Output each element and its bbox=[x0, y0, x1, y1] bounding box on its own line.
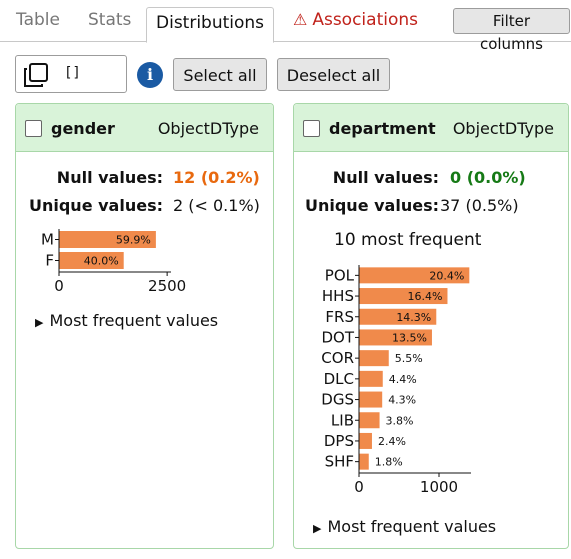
disclosure-triangle-icon: ▶ bbox=[313, 522, 322, 535]
category-label: SHF bbox=[325, 453, 354, 471]
data-label: 4.4% bbox=[389, 373, 417, 386]
gender-bar-chart: M 59.9% F 40.0% 0 2500 bbox=[41, 229, 186, 295]
tab-distributions[interactable]: Distributions bbox=[146, 7, 275, 43]
category-label: POL bbox=[325, 266, 355, 284]
column-card-gender: gender ObjectDType Null values: 12 (0.2%… bbox=[15, 103, 274, 549]
column-card-department: department ObjectDType Null values: 0 (0… bbox=[293, 103, 569, 549]
data-label: 13.5% bbox=[392, 331, 427, 344]
bar bbox=[359, 412, 380, 429]
category-label: DLC bbox=[324, 370, 354, 388]
null-values-label: Null values: bbox=[332, 168, 439, 187]
category-label: FRS bbox=[325, 308, 354, 326]
column-dtype: ObjectDType bbox=[452, 119, 554, 138]
x-tick-label: 0 bbox=[354, 478, 364, 496]
copy-icon[interactable] bbox=[23, 62, 49, 88]
unique-values-value: 2 (< 0.1%) bbox=[173, 196, 260, 215]
unique-values-value: 37 (0.5%) bbox=[440, 196, 519, 215]
select-all-button[interactable]: Select all bbox=[173, 58, 267, 91]
data-label: 20.4% bbox=[429, 269, 464, 282]
data-label: 40.0% bbox=[84, 255, 119, 268]
x-tick-label: 0 bbox=[54, 277, 64, 295]
category-label: LIB bbox=[331, 411, 354, 429]
bar bbox=[359, 370, 383, 387]
most-frequent-label: Most frequent values bbox=[49, 311, 219, 330]
category-label: DGS bbox=[321, 391, 354, 409]
null-values-label: Null values: bbox=[56, 168, 163, 187]
column-name: gender bbox=[51, 119, 115, 138]
bar bbox=[359, 391, 383, 408]
unique-values-label: Unique values: bbox=[304, 196, 439, 215]
data-label: 16.4% bbox=[408, 290, 443, 303]
filter-columns-button[interactable]: Filter columns bbox=[453, 8, 570, 53]
card-header: gender ObjectDType bbox=[16, 104, 273, 152]
disclosure-triangle-icon: ▶ bbox=[35, 316, 44, 329]
column-name: department bbox=[329, 119, 436, 138]
data-label: 59.9% bbox=[116, 234, 151, 247]
info-icon[interactable]: i bbox=[137, 62, 163, 88]
selected-columns-box[interactable]: [] bbox=[15, 55, 127, 93]
category-label: DPS bbox=[324, 432, 354, 450]
most-frequent-toggle[interactable]: ▶ Most frequent values bbox=[313, 517, 496, 536]
most-frequent-label: Most frequent values bbox=[327, 517, 497, 536]
tab-associations-label: Associations bbox=[312, 10, 418, 30]
tab-stats[interactable]: Stats bbox=[88, 10, 132, 30]
data-label: 3.8% bbox=[386, 414, 414, 427]
unique-values-label: Unique values: bbox=[28, 196, 163, 215]
bar bbox=[59, 252, 124, 269]
chart-title: 10 most frequent bbox=[334, 230, 482, 250]
x-tick-label: 2500 bbox=[148, 277, 186, 295]
column-dtype: ObjectDType bbox=[157, 119, 259, 138]
bar bbox=[59, 231, 156, 248]
bar bbox=[359, 432, 372, 449]
bar bbox=[359, 308, 437, 325]
tab-bar: Table Stats Distributions ⚠ Associations … bbox=[0, 0, 571, 53]
bar bbox=[359, 288, 448, 305]
department-bar-chart: POL 20.4% HHS 16.4% FRS 14.3% DOT 13.5% COR 5.5% D… bbox=[321, 265, 471, 496]
bar bbox=[359, 329, 432, 346]
card-header: department ObjectDType bbox=[294, 104, 568, 152]
data-label: 2.4% bbox=[378, 435, 406, 448]
category-label: DOT bbox=[321, 328, 354, 346]
column-checkbox[interactable] bbox=[303, 120, 320, 137]
tab-associations[interactable]: ⚠ Associations bbox=[293, 10, 418, 30]
data-label: 14.3% bbox=[396, 311, 431, 324]
selected-columns-value: [] bbox=[64, 65, 81, 81]
category-label: HHS bbox=[322, 287, 354, 305]
column-checkbox[interactable] bbox=[25, 120, 42, 137]
deselect-all-button[interactable]: Deselect all bbox=[277, 58, 390, 91]
data-label: 5.5% bbox=[395, 352, 423, 365]
bar bbox=[359, 267, 470, 284]
warning-icon: ⚠ bbox=[293, 10, 308, 29]
bar bbox=[359, 453, 369, 470]
tab-table[interactable]: Table bbox=[16, 10, 60, 30]
null-values-value: 0 (0.0%) bbox=[450, 168, 526, 187]
category-label: COR bbox=[321, 349, 354, 367]
bar bbox=[359, 350, 389, 367]
null-values-value: 12 (0.2%) bbox=[173, 168, 260, 187]
data-label: 1.8% bbox=[375, 456, 403, 469]
category-label: F bbox=[45, 252, 54, 270]
data-label: 4.3% bbox=[388, 394, 416, 407]
category-label: M bbox=[41, 231, 54, 249]
x-tick-label: 1000 bbox=[420, 478, 458, 496]
most-frequent-toggle[interactable]: ▶ Most frequent values bbox=[35, 311, 218, 330]
